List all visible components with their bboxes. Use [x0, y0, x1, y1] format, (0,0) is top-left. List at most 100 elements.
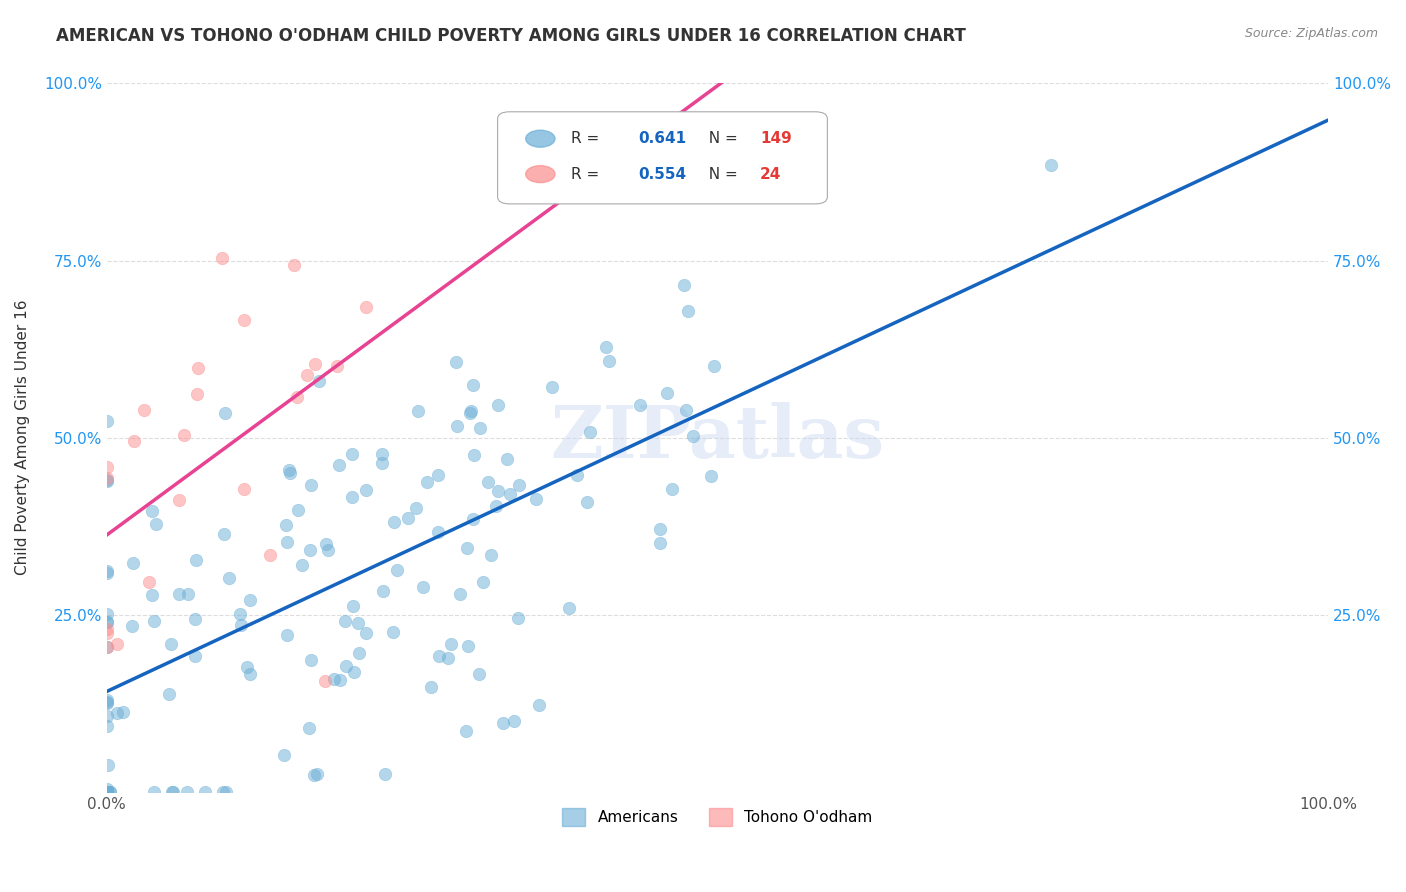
Americans: [96, 607, 118, 622]
Tohono O'odham: [96, 460, 118, 475]
Americans: [96, 785, 118, 799]
Americans: [499, 486, 522, 500]
Americans: [215, 785, 238, 799]
Americans: [371, 447, 394, 461]
Text: 149: 149: [761, 131, 792, 146]
Americans: [239, 666, 262, 681]
Tohono O'odham: [96, 622, 118, 636]
Americans: [98, 785, 121, 799]
Americans: [371, 584, 394, 599]
Americans: [96, 782, 118, 797]
Americans: [449, 587, 471, 601]
Americans: [229, 617, 252, 632]
Americans: [495, 452, 517, 467]
Americans: [427, 467, 450, 482]
Americans: [186, 553, 208, 567]
Americans: [595, 340, 617, 354]
Americans: [287, 502, 309, 516]
Americans: [176, 785, 198, 799]
Americans: [183, 649, 205, 664]
Americans: [461, 512, 484, 526]
Americans: [96, 693, 118, 707]
Americans: [347, 646, 370, 660]
Text: 0.641: 0.641: [638, 131, 686, 146]
Americans: [96, 473, 118, 487]
FancyBboxPatch shape: [498, 112, 827, 204]
Americans: [214, 407, 236, 421]
Americans: [299, 542, 322, 557]
Americans: [491, 716, 513, 731]
Tohono O'odham: [304, 357, 326, 371]
Americans: [329, 673, 352, 688]
Y-axis label: Child Poverty Among Girls Under 16: Child Poverty Among Girls Under 16: [15, 300, 30, 575]
Americans: [316, 543, 339, 558]
Americans: [672, 277, 695, 292]
Americans: [276, 535, 298, 549]
Americans: [488, 483, 510, 498]
Americans: [477, 475, 499, 489]
Americans: [648, 522, 671, 536]
Americans: [703, 359, 725, 373]
Americans: [371, 456, 394, 470]
Americans: [96, 565, 118, 579]
Text: 0.554: 0.554: [638, 167, 686, 182]
Americans: [302, 768, 325, 782]
Americans: [456, 541, 478, 555]
Americans: [427, 649, 450, 664]
Americans: [96, 785, 118, 799]
Circle shape: [526, 166, 555, 183]
Americans: [648, 536, 671, 550]
Americans: [419, 680, 441, 694]
Americans: [463, 448, 485, 462]
Americans: [273, 748, 295, 763]
Tohono O'odham: [187, 361, 209, 376]
Americans: [107, 706, 129, 720]
Americans: [340, 491, 363, 505]
Tohono O'odham: [232, 313, 254, 327]
Legend: Americans, Tohono O'odham: Americans, Tohono O'odham: [555, 800, 880, 834]
Tohono O'odham: [295, 368, 318, 383]
Americans: [503, 714, 526, 728]
Text: 24: 24: [761, 167, 782, 182]
Americans: [567, 467, 589, 482]
Americans: [143, 614, 166, 628]
Americans: [239, 593, 262, 607]
Americans: [508, 477, 530, 491]
Americans: [347, 615, 370, 630]
Tohono O'odham: [122, 434, 145, 448]
Americans: [529, 698, 551, 712]
Tohono O'odham: [96, 471, 118, 485]
Americans: [96, 785, 118, 799]
Americans: [406, 403, 429, 417]
Americans: [121, 618, 143, 632]
Americans: [444, 355, 467, 369]
Americans: [661, 482, 683, 496]
Americans: [96, 695, 118, 709]
Americans: [160, 638, 183, 652]
Americans: [96, 640, 118, 654]
Americans: [437, 651, 460, 665]
Americans: [457, 639, 479, 653]
Americans: [280, 467, 302, 481]
Tohono O'odham: [167, 493, 190, 508]
Americans: [235, 660, 257, 674]
Americans: [218, 571, 240, 585]
Americans: [678, 304, 700, 318]
Americans: [274, 518, 297, 533]
Americans: [96, 615, 118, 629]
Americans: [463, 378, 485, 392]
Americans: [460, 406, 482, 420]
Americans: [446, 418, 468, 433]
Americans: [655, 385, 678, 400]
Americans: [111, 705, 134, 719]
Tohono O'odham: [138, 574, 160, 589]
Americans: [212, 785, 235, 799]
Americans: [598, 354, 620, 368]
Americans: [416, 475, 439, 489]
Americans: [675, 403, 697, 417]
Americans: [194, 785, 217, 799]
Americans: [467, 666, 489, 681]
Americans: [340, 447, 363, 461]
Tohono O'odham: [326, 359, 349, 373]
Americans: [212, 526, 235, 541]
